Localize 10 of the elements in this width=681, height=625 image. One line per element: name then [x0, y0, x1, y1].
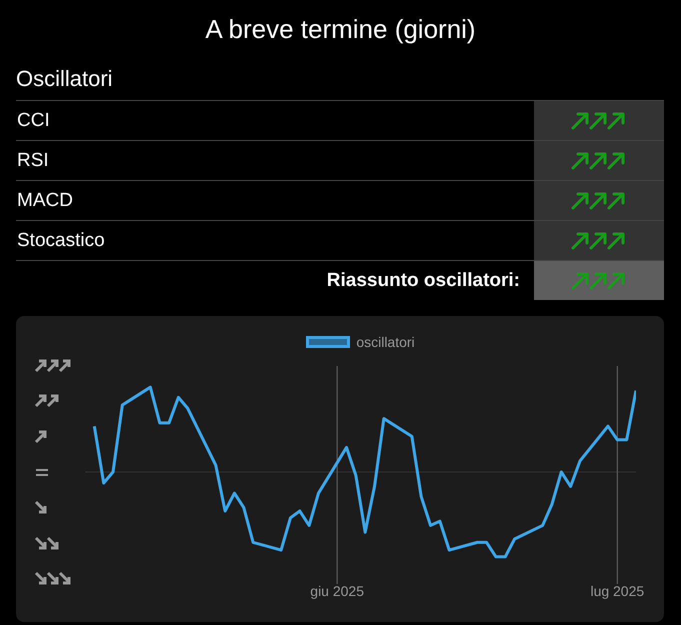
text: Riassunto oscillatori:: [326, 268, 521, 292]
text: RSI: [16, 148, 50, 172]
text: CCI: [16, 108, 51, 132]
legend-label: oscillatori: [356, 334, 415, 350]
text: Stocastico: [16, 228, 106, 252]
x-tick-label: lug 2025: [590, 582, 644, 599]
text: MACD: [16, 188, 74, 212]
x-tick-label: giu 2025: [310, 582, 364, 599]
chart-title: A breve termine (giorni): [204, 14, 477, 45]
text: Oscillatori: [16, 66, 113, 92]
